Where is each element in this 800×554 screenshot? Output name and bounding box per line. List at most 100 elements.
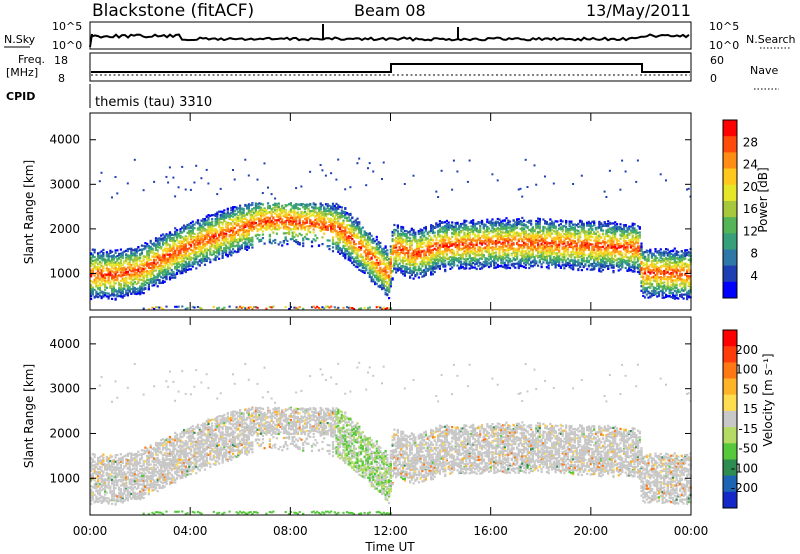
power-cell bbox=[111, 278, 114, 281]
power-cell bbox=[167, 260, 170, 263]
power-cell bbox=[119, 265, 122, 268]
power-cell bbox=[161, 265, 165, 268]
power-cell bbox=[125, 253, 128, 256]
power-cell bbox=[372, 170, 375, 173]
power-cell bbox=[317, 244, 321, 247]
power-cell bbox=[193, 227, 196, 230]
power-cell bbox=[268, 235, 271, 238]
power-cell bbox=[181, 245, 184, 248]
power-cell bbox=[125, 276, 128, 279]
power-cell bbox=[223, 209, 226, 212]
power-cell bbox=[172, 246, 175, 249]
power-cell bbox=[121, 290, 124, 293]
power-cell bbox=[144, 274, 147, 277]
power-cell bbox=[274, 226, 277, 229]
power-cell bbox=[90, 274, 93, 278]
power-cell bbox=[156, 267, 159, 270]
power-cell bbox=[189, 238, 193, 241]
power-cell bbox=[111, 266, 114, 269]
power-cell bbox=[144, 245, 147, 248]
power-cell bbox=[352, 231, 356, 234]
power-cell bbox=[186, 231, 189, 234]
power-cell bbox=[146, 262, 149, 265]
power-cell bbox=[181, 236, 184, 239]
power-cell bbox=[389, 255, 392, 259]
power-cell bbox=[161, 268, 165, 271]
power-cell bbox=[375, 238, 378, 241]
power-cell bbox=[90, 258, 93, 261]
power-cell bbox=[168, 250, 172, 253]
power-cell bbox=[146, 254, 149, 257]
power-cell bbox=[409, 230, 412, 233]
power-cell bbox=[189, 230, 193, 233]
power-cell bbox=[167, 233, 170, 236]
power-cell bbox=[182, 230, 186, 233]
power-cell bbox=[391, 278, 394, 281]
power-cell bbox=[95, 268, 98, 271]
power-cell bbox=[158, 257, 161, 260]
power-cell bbox=[98, 282, 101, 285]
power-cell bbox=[163, 280, 166, 283]
power-cell bbox=[367, 246, 370, 249]
power-cell bbox=[149, 248, 152, 251]
power-cell bbox=[167, 264, 170, 268]
power-cell bbox=[135, 269, 138, 272]
power-cell bbox=[128, 275, 131, 278]
power-cell bbox=[98, 284, 101, 287]
power-cell bbox=[95, 291, 98, 294]
power-cell bbox=[102, 257, 105, 260]
power-cell bbox=[144, 270, 147, 273]
power-cell bbox=[188, 263, 191, 266]
power-cell bbox=[195, 267, 198, 270]
power-cell bbox=[186, 307, 189, 310]
power-cell bbox=[165, 259, 168, 262]
power-cell bbox=[268, 227, 271, 230]
power-cell bbox=[389, 285, 392, 288]
power-cell bbox=[100, 275, 103, 278]
power-cell bbox=[361, 243, 364, 246]
power-cell bbox=[97, 275, 100, 278]
power-cell bbox=[179, 246, 182, 249]
power-cell bbox=[365, 267, 368, 270]
power-cell bbox=[126, 294, 129, 297]
power-cell bbox=[154, 269, 158, 272]
power-cell bbox=[184, 246, 187, 249]
power-cell bbox=[102, 267, 105, 270]
power-cell bbox=[90, 264, 93, 268]
power-cell bbox=[168, 259, 172, 262]
power-cell bbox=[132, 258, 135, 261]
power-cell bbox=[177, 233, 180, 236]
power-cell bbox=[132, 252, 135, 256]
power-cell bbox=[191, 265, 194, 268]
power-cell bbox=[160, 237, 163, 240]
power-cell bbox=[168, 236, 172, 239]
power-cell bbox=[132, 290, 135, 293]
power-cell bbox=[133, 268, 136, 271]
power-cell bbox=[158, 264, 161, 267]
power-cell bbox=[163, 242, 166, 245]
power-cell bbox=[91, 288, 94, 291]
power-cell bbox=[163, 258, 166, 261]
power-cell bbox=[123, 294, 126, 297]
power-cell bbox=[251, 243, 254, 246]
power-cell bbox=[331, 236, 335, 239]
power-cell bbox=[156, 274, 159, 277]
power-cell bbox=[191, 231, 194, 234]
power-cell bbox=[386, 249, 389, 252]
power-cell bbox=[100, 254, 103, 257]
power-cell bbox=[98, 278, 101, 281]
power-cell bbox=[435, 239, 438, 242]
power-cell bbox=[261, 237, 264, 240]
nsky-label: N.Sky bbox=[4, 33, 36, 46]
power-cell bbox=[104, 291, 107, 295]
power-cell bbox=[114, 298, 117, 301]
power-cell bbox=[189, 244, 193, 247]
power-cell bbox=[153, 180, 156, 183]
power-cell bbox=[189, 235, 193, 238]
power-cell bbox=[395, 257, 398, 260]
power-cell bbox=[172, 256, 175, 259]
power-cell bbox=[416, 263, 419, 266]
power-cell bbox=[330, 305, 333, 308]
power-cell bbox=[132, 273, 135, 276]
power-cell bbox=[116, 258, 119, 261]
